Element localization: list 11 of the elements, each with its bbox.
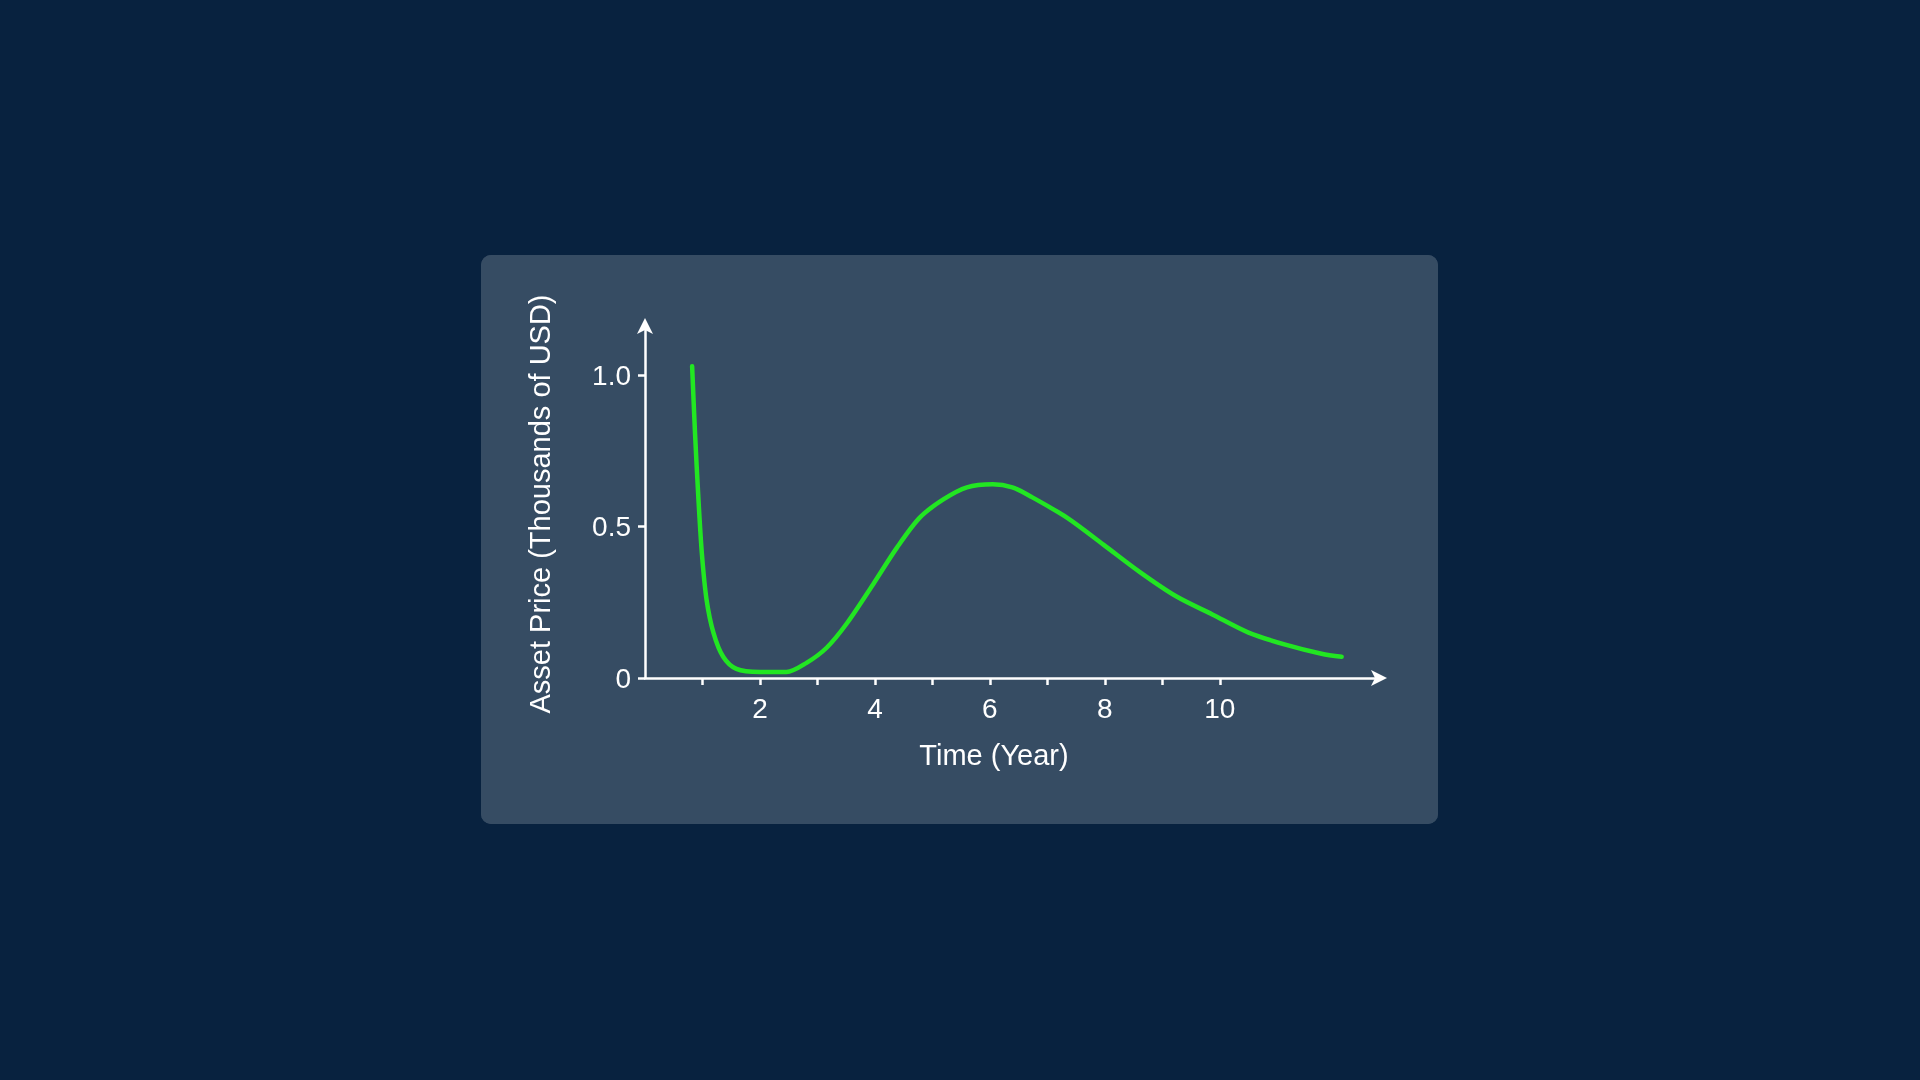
x-tick-label: 4 xyxy=(867,692,883,724)
y-tick-label: 0.5 xyxy=(592,511,631,543)
x-axis-title: Time (Year) xyxy=(919,738,1069,771)
x-tick-label: 8 xyxy=(1097,692,1113,724)
line-series xyxy=(689,364,1344,675)
x-tick-label: 10 xyxy=(1204,692,1236,724)
y-tick-label: 1.0 xyxy=(592,359,631,391)
y-tick-label: 0 xyxy=(615,662,631,694)
x-tick-label: 2 xyxy=(752,692,768,724)
x-tick-label: 6 xyxy=(982,692,998,724)
y-axis-title: Asset Price (Thousands of USD) xyxy=(523,294,556,714)
